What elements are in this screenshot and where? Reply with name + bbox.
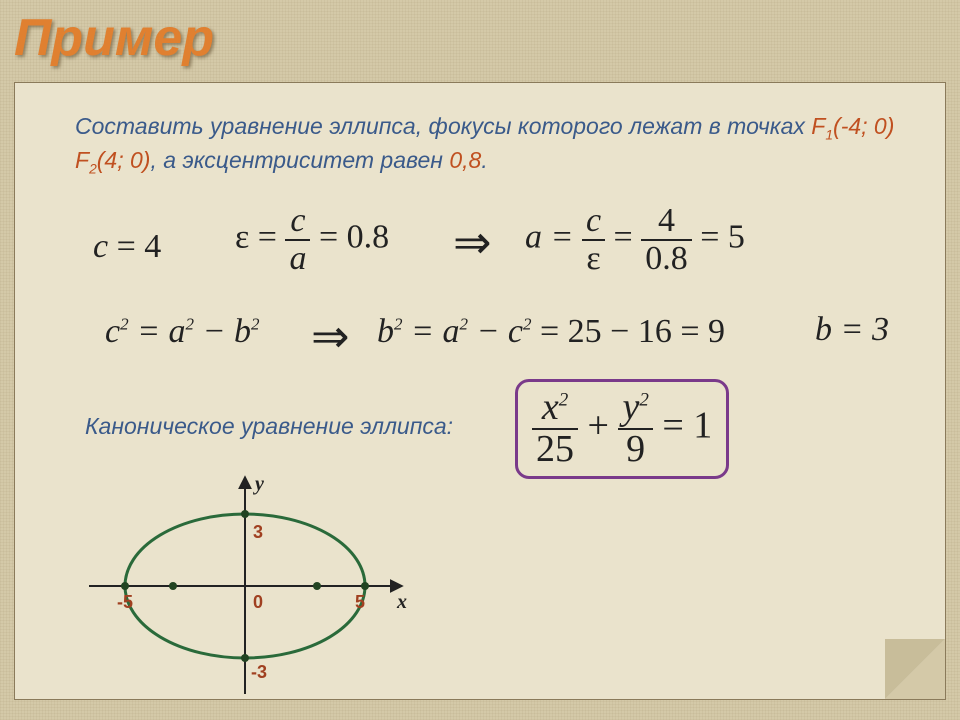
svg-text:3: 3 (253, 522, 263, 542)
slide: Пример Составить уравнение эллипса, фоку… (0, 0, 960, 720)
implies-arrow-1: ⇒ (453, 215, 492, 269)
eq-b-equals-3: b = 3 (815, 311, 889, 349)
svg-text:0: 0 (253, 592, 263, 612)
slide-title: Пример (14, 8, 214, 68)
ellipse-graph: y x 3 -3 -5 5 0 (75, 471, 435, 701)
eq-c-equals-4: c = 4 (93, 228, 161, 266)
problem-prefix: Составить уравнение эллипса, фокусы кото… (75, 113, 811, 139)
corner-fold-icon (885, 639, 945, 699)
canonical-label: Каноническое уравнение эллипса: (85, 413, 453, 440)
implies-arrow-2: ⇒ (311, 309, 350, 363)
content-box: Составить уравнение эллипса, фокусы кото… (14, 82, 946, 700)
canonical-equation: x2 25 + y2 9 = 1 (515, 379, 729, 479)
svg-text:y: y (253, 473, 264, 495)
svg-text:-5: -5 (117, 592, 133, 612)
svg-text:5: 5 (355, 592, 365, 612)
problem-statement: Составить уравнение эллипса, фокусы кото… (75, 111, 895, 179)
eq-b-squared: b2 = a2 − c2 = 25 − 16 = 9 (377, 313, 725, 351)
eq-c-squared: c2 = a2 − b2 (105, 313, 260, 351)
eq-epsilon: ε = c a = 0.8 (235, 203, 389, 276)
eps-value: 0,8 (449, 147, 481, 173)
svg-text:x: x (396, 591, 407, 613)
eq-a: a = c ε = 4 0.8 = 5 (525, 203, 745, 276)
svg-text:-3: -3 (251, 662, 267, 682)
